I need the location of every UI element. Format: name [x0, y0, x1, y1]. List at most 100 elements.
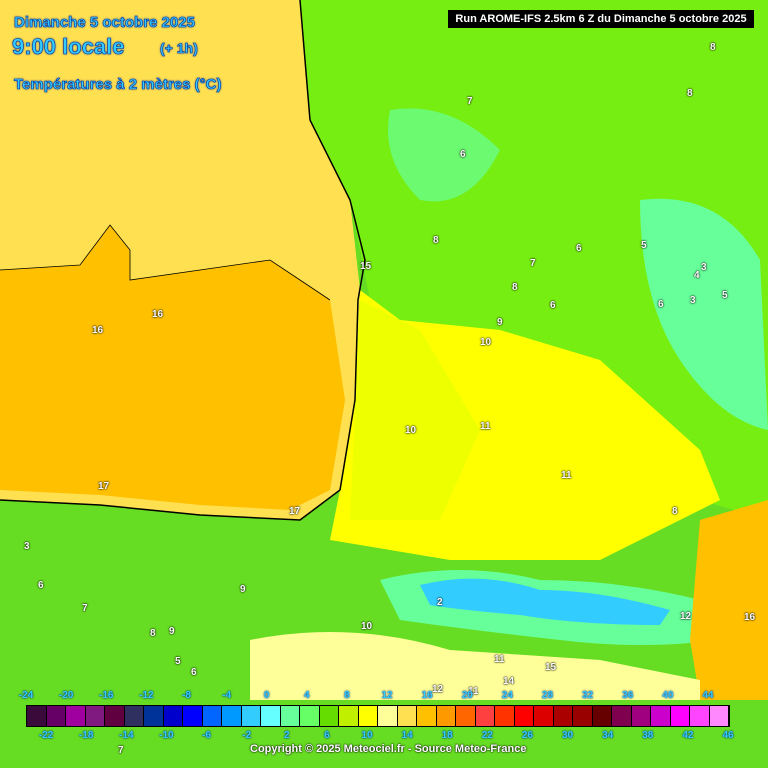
pyrenees-cold [420, 578, 670, 625]
temperature-label: 5 [175, 656, 181, 667]
temperature-label: 10 [361, 621, 373, 632]
temperature-label: 15 [545, 662, 557, 673]
temperature-label: 8 [433, 235, 439, 246]
ocean-warm [0, 225, 345, 510]
legend-label-bottom: 30 [561, 730, 574, 741]
copyright: Copyright © 2025 Meteociel.fr - Source M… [250, 743, 527, 755]
temperature-label: 14 [503, 676, 515, 687]
temperature-label: 7 [467, 96, 473, 107]
legend-swatch [66, 706, 86, 726]
temperature-label: 6 [550, 300, 556, 311]
legend-label-bottom: 18 [441, 730, 453, 741]
temperature-label: 3 [690, 295, 696, 306]
legend-label-top: 4 [304, 690, 310, 701]
temperature-label: 9 [240, 584, 246, 595]
temperature-label: 9 [169, 626, 175, 637]
color-legend [26, 705, 730, 727]
legend-swatch [378, 706, 398, 726]
temperature-label: 8 [150, 628, 156, 639]
legend-label-bottom: 26 [521, 730, 533, 741]
temperature-label: 16 [152, 309, 164, 320]
forecast-lead: (+ 1h) [160, 40, 198, 57]
temperature-label: 15 [360, 261, 372, 272]
temperature-label: 8 [687, 88, 693, 99]
legend-label-bottom: -14 [119, 730, 134, 741]
legend-label-top: 24 [501, 690, 513, 701]
legend-swatch [534, 706, 554, 726]
legend-swatch [436, 706, 456, 726]
temperature-label: 6 [460, 149, 466, 160]
legend-swatch [339, 706, 359, 726]
temperature-label: 10 [480, 337, 492, 348]
contour-16 [0, 224, 331, 301]
legend-label-bottom: 10 [361, 730, 373, 741]
legend-label-top: 44 [702, 690, 714, 701]
legend-swatch [612, 706, 632, 726]
temperature-label: 8 [512, 282, 518, 293]
temperature-label: 7 [82, 603, 88, 614]
temperature-label: 6 [658, 299, 664, 310]
run-info: Run AROME-IFS 2.5km 6 Z du Dimanche 5 oc… [448, 10, 754, 28]
legend-label-top: 20 [461, 690, 473, 701]
legend-label-bottom: 14 [401, 730, 413, 741]
legend-swatch [709, 706, 729, 726]
coastline [0, 0, 366, 521]
legend-swatch [670, 706, 690, 726]
legend-label-top: 28 [541, 690, 554, 701]
legend-label-bottom: -18 [78, 730, 94, 741]
legend-swatch [222, 706, 242, 726]
legend-label-top: -16 [98, 690, 114, 701]
legend-label-top: 16 [421, 690, 433, 701]
legend-swatch [46, 706, 66, 726]
temperature-label: 16 [92, 325, 104, 336]
temperature-label: 6 [191, 667, 197, 678]
legend-label-bottom: 38 [642, 730, 654, 741]
legend-swatch [280, 706, 300, 726]
temperature-label: 17 [98, 481, 110, 492]
legend-swatch [124, 706, 144, 726]
legend-swatch [456, 706, 476, 726]
temperature-label: 12 [432, 684, 444, 695]
temperature-label: 11 [494, 654, 505, 665]
legend-swatch [397, 706, 417, 726]
forecast-time: 9:00 locale [12, 34, 125, 60]
temperature-label: 5 [722, 290, 728, 301]
temperature-label: 7 [118, 745, 124, 756]
legend-swatch [495, 706, 515, 726]
legend-swatch [261, 706, 281, 726]
temperature-label: 8 [672, 506, 678, 517]
temperature-label: 17 [289, 506, 301, 517]
legend-label-bottom: -2 [242, 730, 252, 741]
temperature-label: 6 [576, 243, 582, 254]
legend-label-bottom: 2 [283, 730, 290, 741]
temperature-label: 11 [468, 686, 479, 697]
legend-label-top: -4 [222, 690, 232, 701]
legend-swatch [300, 706, 320, 726]
legend-swatch [690, 706, 710, 726]
legend-label-top: -20 [58, 690, 74, 701]
legend-label-top: 0 [263, 690, 270, 701]
legend-label-top: 8 [344, 690, 350, 701]
legend-swatch [631, 706, 651, 726]
temperature-label: 6 [38, 580, 44, 591]
land-south-2 [350, 300, 480, 520]
temperature-label: 3 [701, 262, 707, 273]
temperature-label: 7 [530, 258, 536, 269]
legend-label-bottom: 34 [602, 730, 614, 741]
legend-swatch [105, 706, 125, 726]
legend-label-bottom: -10 [159, 730, 174, 741]
legend-label-bottom: 22 [481, 730, 493, 741]
legend-swatch [417, 706, 437, 726]
temperature-label: 11 [561, 470, 572, 481]
legend-swatch [241, 706, 261, 726]
legend-label-top: 32 [582, 690, 594, 701]
legend-label-bottom: 46 [722, 730, 734, 741]
legend-label-bottom: 6 [324, 730, 330, 741]
legend-swatch [651, 706, 671, 726]
temperature-label: 2 [437, 597, 443, 608]
legend-label-top: 12 [381, 690, 393, 701]
legend-label-bottom: -6 [202, 730, 211, 741]
cool-zone-north [388, 108, 500, 202]
legend-swatch [85, 706, 105, 726]
cool-zone-east [640, 198, 768, 430]
